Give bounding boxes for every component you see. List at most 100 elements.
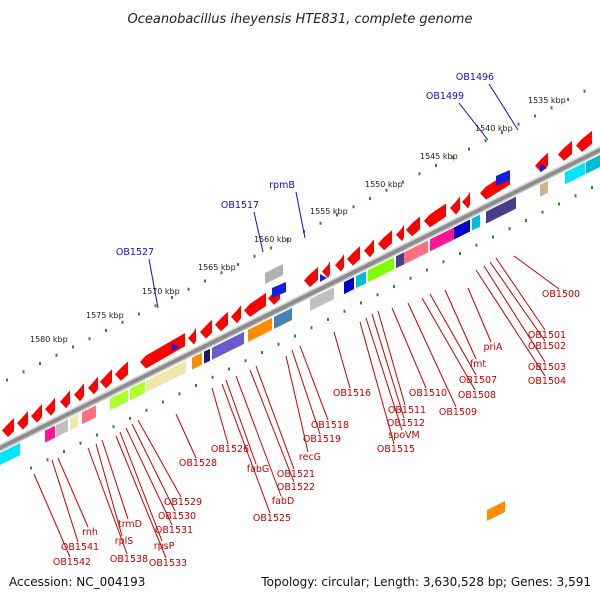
kbp-tick	[567, 98, 569, 101]
kbp-tick	[369, 197, 371, 200]
gene-label: rpmB	[269, 180, 295, 191]
gene-label: OB1508	[458, 390, 496, 401]
callout-line	[365, 317, 403, 431]
gene-feature	[231, 305, 241, 324]
kbp-tick	[39, 362, 41, 365]
callout-line	[444, 289, 477, 360]
inner-tick	[178, 392, 181, 396]
gene-feature	[586, 154, 600, 174]
gene-label: priA	[483, 342, 503, 353]
gene-feature	[215, 311, 228, 332]
marker-box	[487, 501, 505, 521]
gene-feature	[486, 196, 516, 224]
gene-feature	[304, 267, 318, 288]
callout-line	[87, 447, 128, 555]
callout-line	[255, 365, 295, 470]
upper-feature-markers	[172, 164, 547, 521]
marker-block	[272, 282, 286, 298]
gene-feature	[344, 277, 354, 295]
gene-feature	[130, 380, 145, 401]
gene-feature	[200, 319, 212, 339]
gene-feature	[115, 361, 128, 381]
gene-label: fabD	[272, 496, 295, 507]
gene-label: rplS	[115, 536, 134, 547]
gene-label: OB1510	[409, 388, 447, 399]
inner-tick	[79, 441, 82, 445]
kbp-label: 1545 kbp	[420, 152, 458, 161]
gene-label: OB1541	[61, 542, 99, 553]
callout-line	[95, 443, 123, 537]
kbp-label: 1555 kbp	[310, 207, 348, 216]
gene-label: OB1528	[179, 458, 217, 469]
kbp-label: 1575 kbp	[86, 311, 124, 320]
kbp-tick	[435, 164, 437, 167]
inner-tick	[426, 268, 428, 272]
kbp-tick	[484, 139, 487, 143]
gene-label: OB1515	[377, 444, 415, 455]
callout-line	[115, 435, 167, 559]
callout-line	[253, 211, 264, 253]
gene-feature	[204, 348, 210, 364]
gene-feature	[140, 333, 185, 369]
gene-feature	[424, 203, 446, 228]
gene-label: OB1496	[456, 72, 494, 83]
inner-tick	[129, 417, 131, 420]
kbp-label: 1580 kbp	[30, 335, 68, 344]
gene-feature	[378, 230, 392, 251]
callout-line	[225, 379, 257, 465]
callout-line	[101, 439, 129, 520]
gene-feature	[60, 390, 70, 409]
kbp-tick	[171, 296, 173, 299]
gene-feature	[56, 419, 68, 438]
kbp-tick	[402, 180, 404, 184]
kbp-label: 1565 kbp	[198, 263, 236, 272]
gene-feature	[347, 246, 360, 266]
gene-feature	[396, 224, 404, 242]
gene-feature	[364, 239, 374, 258]
callout-line	[57, 457, 89, 528]
inner-tick	[261, 351, 263, 354]
gene-label: fmt	[470, 359, 487, 370]
marker-box	[265, 264, 283, 284]
gene-feature	[146, 360, 186, 393]
kbp-tick	[550, 106, 553, 110]
inner-tick	[46, 458, 49, 462]
gene-feature	[45, 397, 55, 416]
gene-feature	[368, 257, 394, 283]
marker-block	[496, 170, 510, 186]
gene-label: OB1522	[277, 482, 315, 493]
gene-feature	[244, 292, 266, 317]
label-callouts	[33, 83, 560, 559]
gene-label: OB1517	[221, 200, 259, 211]
inner-tick	[508, 227, 511, 231]
gene-label: OB1509	[439, 407, 477, 418]
callout-line	[125, 427, 173, 526]
gene-feature	[192, 352, 202, 370]
kbp-tick	[138, 312, 140, 316]
inner-tick	[310, 326, 313, 330]
inner-tick	[30, 466, 32, 470]
inner-tick	[475, 243, 478, 247]
inner-tick	[294, 334, 296, 338]
gene-feature	[462, 191, 470, 209]
gene-feature	[274, 307, 292, 329]
callout-line	[221, 383, 271, 514]
callout-line	[467, 287, 492, 343]
gene-label: OB1507	[459, 375, 497, 386]
gene-label: OB1533	[149, 558, 187, 569]
callout-line	[429, 293, 477, 376]
gene-label: OB1521	[277, 469, 315, 480]
kbp-tick	[105, 329, 107, 332]
inner-tick	[558, 202, 560, 206]
gene-label: fabG	[247, 464, 270, 475]
kbp-tick	[220, 271, 223, 275]
gene-feature	[404, 240, 428, 265]
kbp-label: 1540 kbp	[475, 124, 513, 133]
kbp-tick	[319, 221, 322, 225]
inner-tick	[277, 342, 280, 346]
inner-tick	[244, 359, 247, 363]
callout-line	[377, 310, 406, 406]
inner-tick	[211, 375, 214, 379]
gene-label: OB1526	[211, 444, 249, 455]
gene-feature	[70, 414, 78, 431]
